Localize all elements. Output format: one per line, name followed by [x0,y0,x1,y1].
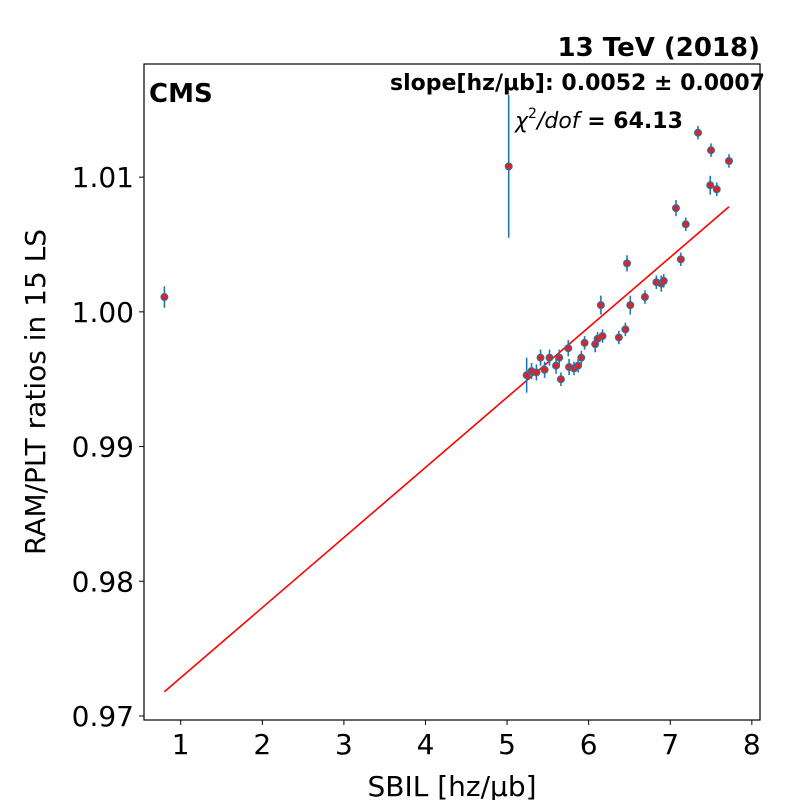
data-point [545,353,554,362]
cms-label: CMS [149,79,213,109]
data-point [564,344,573,353]
data-point [556,375,565,384]
x-axis-title: SBIL [hz/μb] [367,770,536,800]
data-point [640,293,649,302]
data-point [596,301,605,310]
data-point [712,185,721,194]
data-point [724,156,733,165]
x-tick-label: 1 [172,728,190,761]
y-tick-label: 0.98 [72,565,134,598]
energy-label: 13 TeV (2018) [558,33,760,63]
x-tick-label: 7 [661,728,679,761]
data-point [671,204,680,213]
data-point [536,353,545,362]
y-tick-label: 1.00 [72,296,134,329]
y-tick-label: 1.01 [72,161,134,194]
data-point [504,162,513,171]
x-axis: 1 2 3 4 5 6 7 8 [172,720,761,761]
data-point [614,333,623,342]
x-tick-label: 6 [580,728,598,761]
y-axis: 0.97 0.98 0.99 1.00 1.01 [72,161,144,733]
x-tick-label: 4 [417,728,435,761]
slope-annotation: slope[hz/μb]: 0.0052 ± 0.0007 [390,71,765,96]
data-point [626,301,635,310]
chi2-denominator: /dof [535,109,583,134]
fit-line-group [163,206,730,693]
chi2-annotation: χ2/dof = 64.13 [514,106,683,134]
y-axis-title: RAM/PLT ratios in 15 LS [19,229,52,555]
data-point [160,293,169,302]
fit-line [163,206,730,693]
data-point [621,325,630,334]
y-tick-label: 0.97 [72,700,134,733]
data-point [580,338,589,347]
chi2-symbol: χ [514,109,529,134]
x-tick-label: 8 [743,728,761,761]
data-point [707,146,716,155]
data-point [577,353,586,362]
y-tick-label: 0.99 [72,431,134,464]
data-point [598,332,607,341]
errorbar-series [160,94,733,393]
data-point [552,361,561,370]
data-point [532,368,541,377]
data-point [681,220,690,229]
data-point [623,259,632,268]
x-tick-label: 2 [253,728,271,761]
data-point [676,255,685,264]
x-tick-label: 5 [498,728,516,761]
data-point [574,361,583,370]
x-tick-label: 3 [335,728,353,761]
chi2-value: = 64.13 [580,109,683,134]
data-point [693,128,702,137]
plot-area-frame [143,63,761,721]
data-point [659,276,668,285]
chi2-superscript: 2 [528,106,537,122]
data-point [555,353,564,362]
data-point [540,365,549,374]
data-point [706,181,715,190]
